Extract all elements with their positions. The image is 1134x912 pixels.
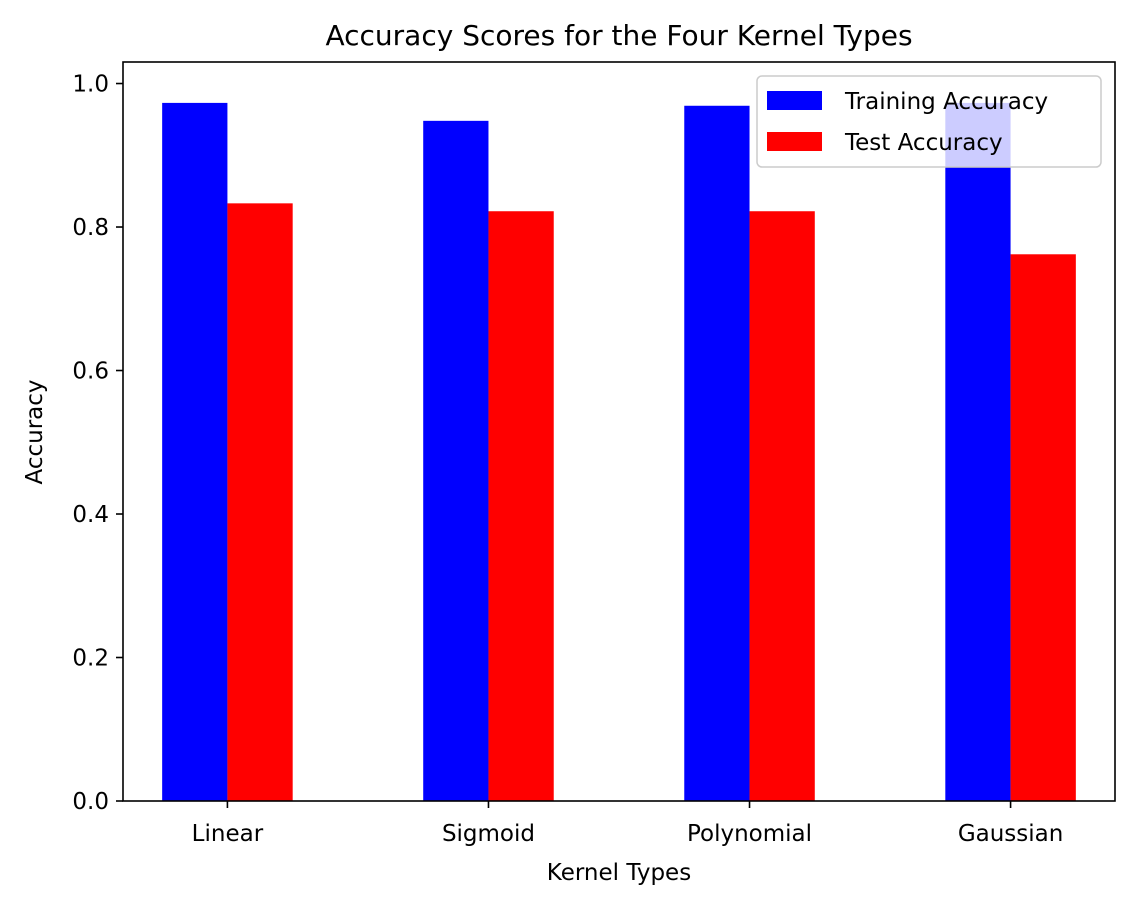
x-tick-label-gaussian: Gaussian (958, 821, 1064, 847)
legend-label-test: Test Accuracy (844, 130, 1003, 156)
bar-training-accuracy-polynomial (684, 105, 750, 802)
plot-frame (122, 61, 1116, 802)
bar-test-accuracy-gaussian (1010, 254, 1076, 801)
bars-layer (162, 102, 1076, 802)
legend: Training Accuracy Test Accuracy (756, 75, 1102, 168)
bar-training-accuracy-gaussian (945, 102, 1011, 801)
y-tick-label: 0.0 (72, 789, 109, 815)
y-axis-ticks: 0.0 0.2 0.4 0.6 0.8 1.0 (72, 72, 123, 815)
bar-test-accuracy-linear (227, 203, 293, 801)
y-tick-label: 0.6 (72, 359, 109, 385)
legend-box (756, 75, 1102, 168)
x-tick-label-polynomial: Polynomial (687, 821, 812, 847)
x-axis-label: Kernel Types (547, 860, 691, 886)
y-tick-label: 0.8 (72, 215, 109, 241)
legend-swatch-training (767, 91, 822, 110)
bar-training-accuracy-linear (162, 102, 228, 801)
y-tick-label: 0.2 (72, 646, 109, 672)
x-axis-ticks: Linear Sigmoid Polynomial Gaussian (192, 801, 1064, 847)
legend-swatch-test (767, 132, 822, 151)
y-axis-label: Accuracy (22, 379, 48, 484)
bar-test-accuracy-sigmoid (488, 211, 554, 801)
legend-label-training: Training Accuracy (844, 89, 1048, 115)
bar-test-accuracy-polynomial (749, 211, 815, 801)
y-tick-label: 0.4 (72, 502, 109, 528)
x-tick-label-linear: Linear (192, 821, 264, 847)
x-tick-label-sigmoid: Sigmoid (442, 821, 535, 847)
chart-title: Accuracy Scores for the Four Kernel Type… (325, 19, 912, 52)
y-tick-label: 1.0 (72, 72, 109, 98)
bar-training-accuracy-sigmoid (423, 120, 489, 801)
